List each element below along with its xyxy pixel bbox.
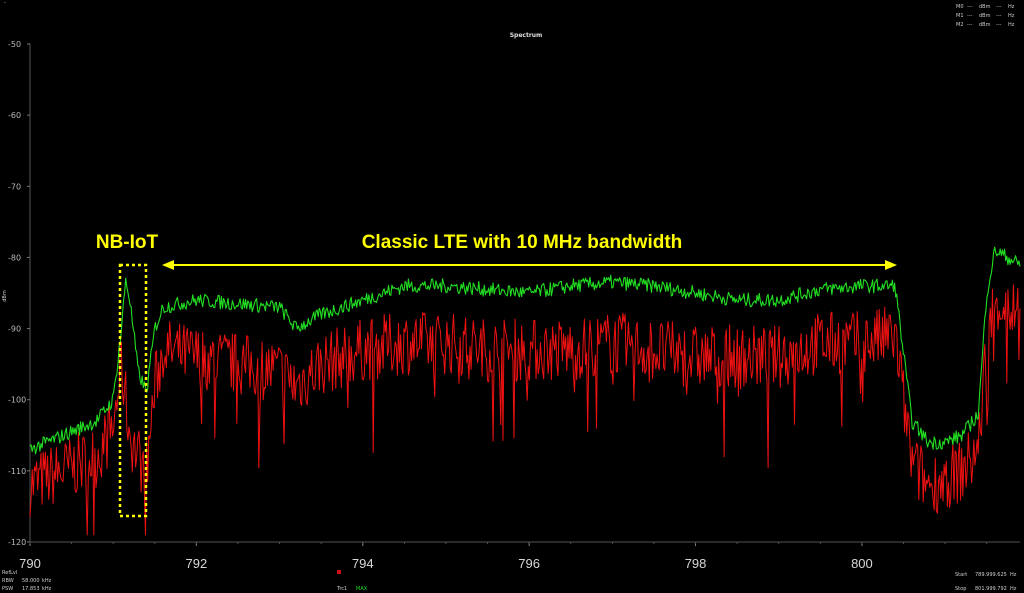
y-tick-label: -80 [8,253,21,262]
trace-line-live [29,284,1021,536]
footer-left: RefLvl RBW 58.000 kHz PSW 17.853 kHz [2,570,52,592]
annotation-lte-label: Classic LTE with 10 MHz bandwidth [362,232,683,253]
marker-name: M0 [956,4,964,10]
marker-unit: dBm [979,4,991,10]
marker-freq: --- [996,13,1002,19]
footer-right: Start 789.999.625 Hz Stop 801.999.792 Hz [955,572,1017,592]
footer-unit: Hz [1010,572,1017,578]
y-tick-label: -70 [8,182,21,191]
y-axis-label: dBm [2,290,8,302]
footer-value: 801.999.792 [975,586,1007,592]
marker-row-m0: M0 --- dBm --- Hz [956,4,1015,10]
marker-freq: --- [996,4,1002,10]
y-tick-label: -110 [8,467,26,476]
x-ticks: 790 792 794 796 798 800 [19,542,988,571]
footer-value: 58.000 [22,578,40,584]
x-tick-label: 790 [19,556,41,571]
corner-dash: - [4,0,6,6]
y-tick-label: -100 [8,396,26,405]
trace-mode: MAX [356,586,368,592]
marker-unit: dBm [979,13,991,19]
marker-freq-unit: Hz [1008,13,1015,19]
nbiot-highlight-box [118,263,148,518]
footer-value: 17.853 [22,586,40,592]
chart-title: Spectrum [510,32,543,39]
marker-table: M0 --- dBm --- Hz M1 --- dBm --- Hz M2 -… [956,4,1015,28]
marker-freq-unit: Hz [1008,4,1015,10]
footer-label: PSW [2,586,13,592]
annotation-nbiot: NB-IoT [96,232,159,518]
x-tick-label: 800 [851,556,873,571]
trace-line-max [29,246,1021,455]
x-tick-label: 794 [352,556,374,571]
footer-value: 789.999.625 [975,572,1007,578]
marker-row-m1: M1 --- dBm --- Hz [956,13,1015,19]
footer-unit: kHz [42,578,52,584]
annotation-lte: Classic LTE with 10 MHz bandwidth [162,232,897,270]
footer-label: RBW [2,578,14,584]
footer-unit: Hz [1010,586,1017,592]
footer-unit: kHz [42,586,52,592]
annotation-nbiot-label: NB-IoT [96,232,159,253]
marker-name: M2 [956,22,964,28]
y-tick-label: -120 [8,538,26,547]
marker-value: --- [967,13,973,19]
footer-label: Start [955,572,967,578]
marker-freq: --- [996,22,1002,28]
y-tick-label: -90 [8,325,21,334]
footer-trace: Trc1 MAX [336,570,368,592]
trace-label: Trc1 [336,586,347,592]
marker-value: --- [967,4,973,10]
y-tick-label: -50 [8,40,21,49]
y-ticks: -50 -60 -70 -80 -90 -100 -110 -120 [8,40,30,547]
x-tick-label: 798 [685,556,707,571]
marker-freq-unit: Hz [1008,22,1015,28]
footer-label: RefLvl [2,570,17,576]
marker-value: --- [967,22,973,28]
marker-unit: dBm [979,22,991,28]
x-tick-label: 796 [518,556,540,571]
marker-row-m2: M2 --- dBm --- Hz [956,22,1015,28]
traces [29,246,1021,536]
lte-arrow-left-head [162,260,174,270]
y-tick-label: -60 [8,111,21,120]
lte-arrow-right-head [885,260,897,270]
marker-name: M1 [956,13,964,19]
trace-color-swatch [337,570,341,574]
footer-label: Stop [955,586,966,592]
x-tick-label: 792 [186,556,208,571]
